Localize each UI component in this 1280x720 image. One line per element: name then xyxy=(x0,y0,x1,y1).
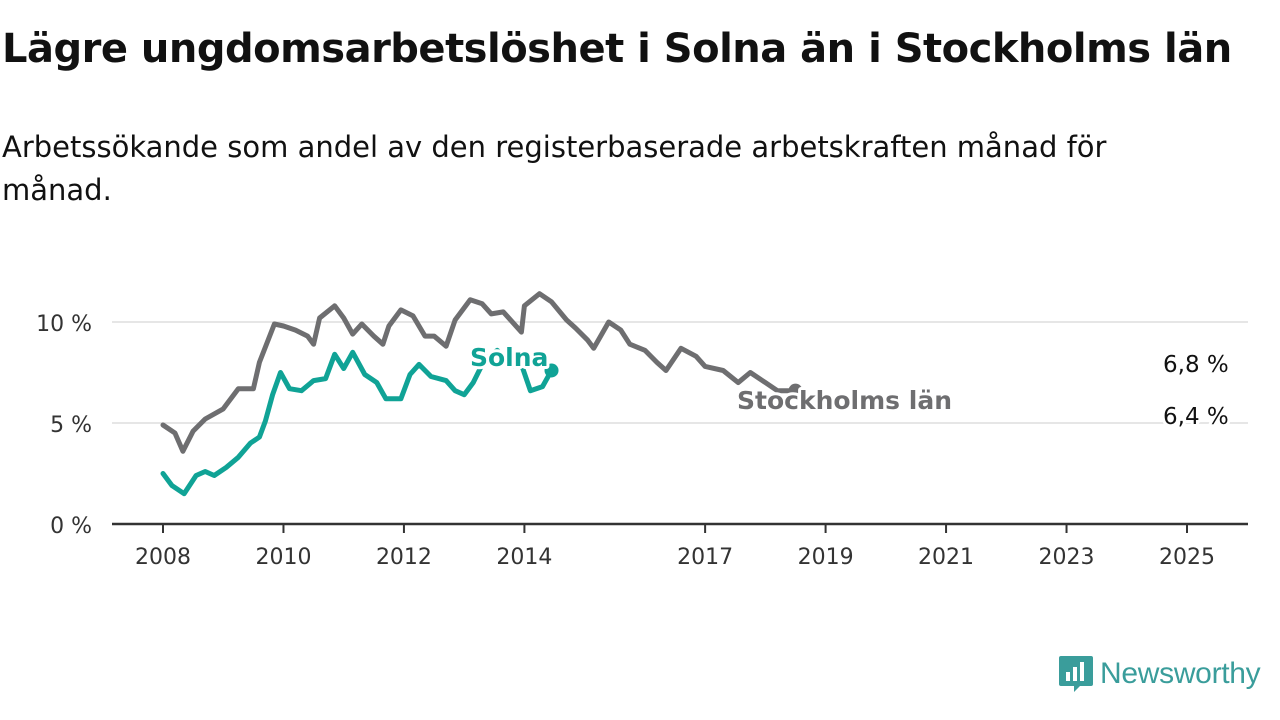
solna-end-label-halo: 6,4 % xyxy=(1163,404,1229,430)
chart-subtitle: Arbetssökande som andel av den registerb… xyxy=(2,130,1107,207)
x-tick-label: 2014 xyxy=(496,545,552,570)
newsworthy-logo: Newsworthy xyxy=(1058,654,1261,694)
stockholm-series-label: Stockholms län xyxy=(737,386,952,415)
solna-end-point xyxy=(544,363,559,378)
stockholm-end-point xyxy=(788,383,803,398)
x-tick-label: 2025 xyxy=(1159,545,1215,570)
y-tick-label: 5 % xyxy=(50,413,92,438)
stockholm-end-label-halo: 6,8 % xyxy=(1163,352,1229,378)
brand-name: Newsworthy xyxy=(1100,657,1261,690)
line-chart: 0 % 5 % 10 % 2008 2010 2012 2014 2017 2019 2021 20… xyxy=(36,291,1248,570)
stockholm-line xyxy=(160,291,798,454)
y-tick-label: 10 % xyxy=(36,312,92,337)
x-tick-label: 2010 xyxy=(255,545,311,570)
solna-line xyxy=(160,347,554,497)
x-tick-label: 2008 xyxy=(135,545,191,570)
labels: 6,8 %6,8 %6,4 %6,4 %SolnaSolnaStockholms… xyxy=(467,340,1232,433)
y-tick-label: 0 % xyxy=(50,514,92,539)
series-lines xyxy=(160,291,803,497)
stockholm-end-label: 6,8 % xyxy=(1163,352,1229,378)
chart-title: Lägre ungdomsarbetslöshet i Solna än i S… xyxy=(2,26,1232,72)
x-tick-label: 2019 xyxy=(798,545,854,570)
solna-series-label: Solna xyxy=(470,343,548,372)
stockholm-series-label-halo: Stockholms län xyxy=(737,386,952,415)
solna-end-label: 6,4 % xyxy=(1163,404,1229,430)
axes: 0 % 5 % 10 % 2008 2010 2012 2014 2017 2019 2021 20… xyxy=(36,312,1248,570)
x-tick-label: 2017 xyxy=(677,545,733,570)
x-tick-label: 2021 xyxy=(918,545,974,570)
x-tick-label: 2023 xyxy=(1039,545,1095,570)
newsworthy-logo-icon xyxy=(1059,656,1093,692)
solna-series-label-halo: Solna xyxy=(470,343,548,372)
x-tick-label: 2012 xyxy=(376,545,432,570)
grid-lines xyxy=(112,321,1248,424)
